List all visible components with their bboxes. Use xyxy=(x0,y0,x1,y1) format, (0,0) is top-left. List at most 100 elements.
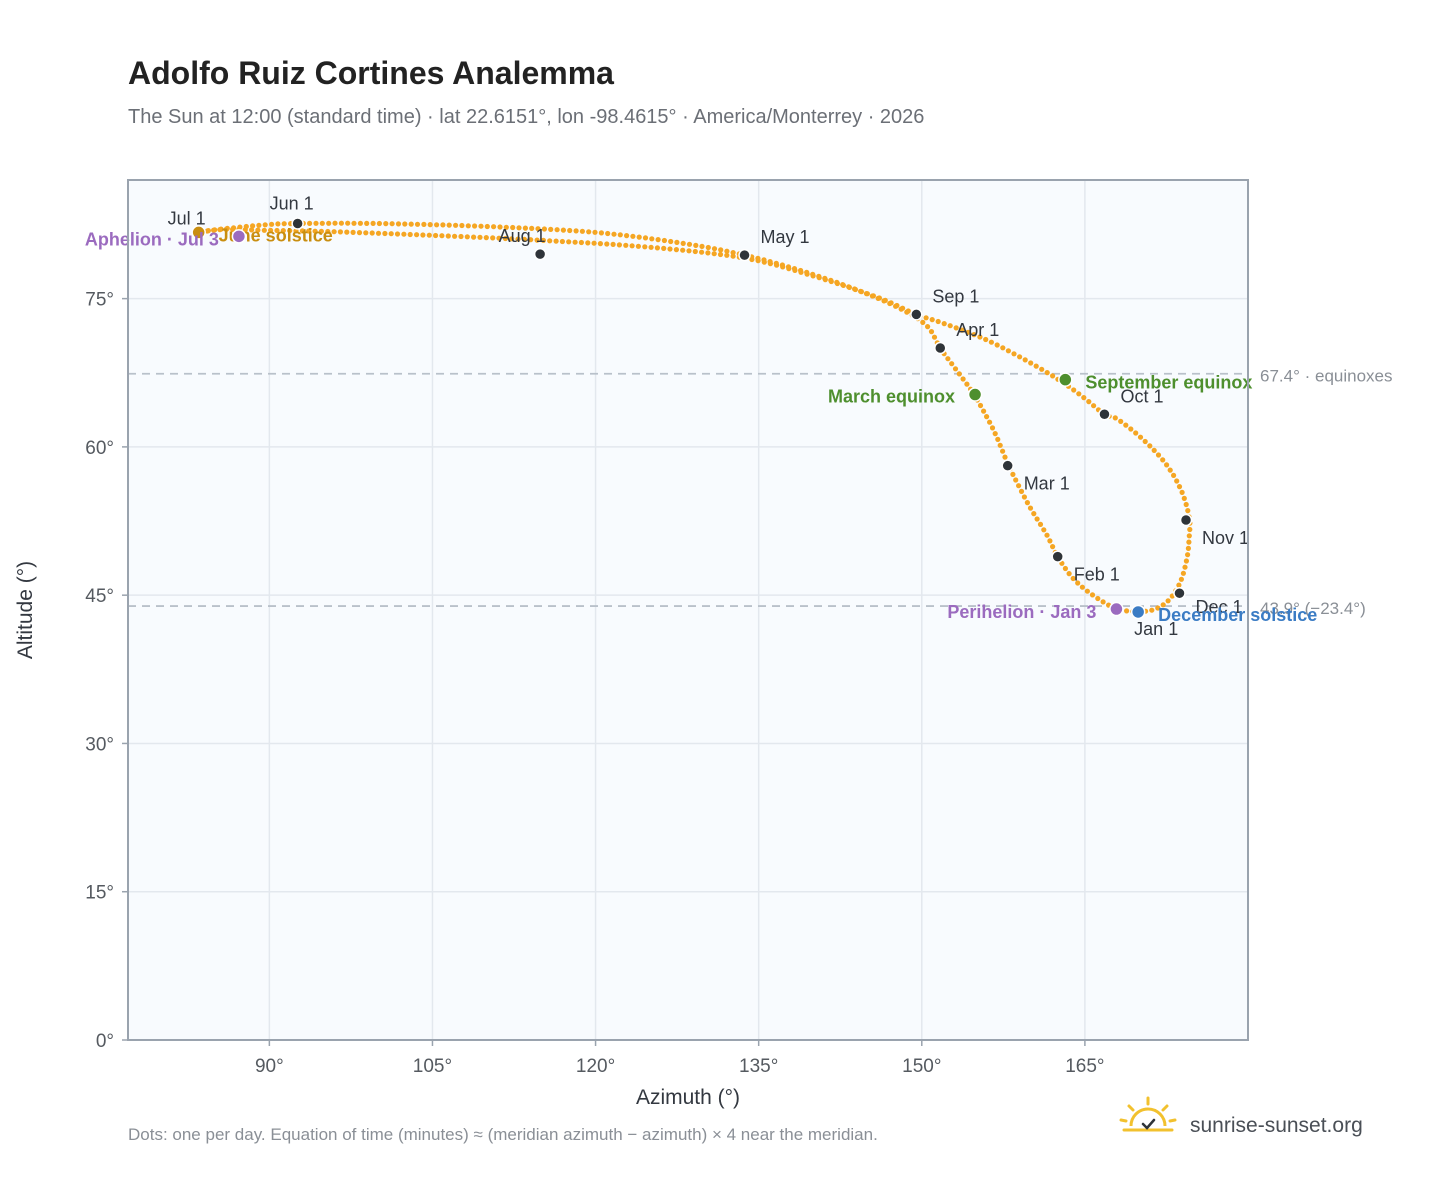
month-dot xyxy=(934,341,947,355)
daily-dot xyxy=(1160,457,1166,463)
month-label: Mar 1 xyxy=(1024,474,1070,494)
daily-dot xyxy=(945,356,951,362)
month-dot xyxy=(1173,586,1186,600)
chart-subtitle: The Sun at 12:00 (standard time) · lat 2… xyxy=(128,106,924,128)
event-perihelion-jan-3: Perihelion · Jan 3 xyxy=(947,601,1124,622)
daily-dot xyxy=(810,271,816,277)
x-axis-label: Azimuth (°) xyxy=(636,1086,740,1109)
daily-dot xyxy=(674,239,680,245)
daily-dot xyxy=(1017,354,1023,360)
daily-dot xyxy=(1076,391,1082,397)
daily-dot xyxy=(611,231,617,237)
daily-dot xyxy=(1128,426,1134,432)
daily-dot xyxy=(686,241,693,247)
daily-dot xyxy=(307,220,313,226)
daily-dot xyxy=(773,260,779,266)
daily-dot xyxy=(953,325,959,331)
daily-dot xyxy=(586,229,592,235)
daily-dot xyxy=(931,334,938,340)
daily-dot xyxy=(952,366,959,372)
daily-dot xyxy=(1037,521,1044,528)
month-label: May 1 xyxy=(761,227,810,247)
daily-dot xyxy=(540,237,547,243)
daily-dot xyxy=(369,230,375,236)
daily-dot xyxy=(364,220,370,226)
daily-dot xyxy=(964,381,970,387)
daily-dot xyxy=(1081,395,1087,401)
daily-dot xyxy=(846,284,852,290)
month-marker-sep-1: Sep 1 xyxy=(910,286,979,321)
daily-dot xyxy=(306,228,312,234)
daily-dot xyxy=(345,220,351,226)
month-marker-oct-1: Oct 1 xyxy=(1098,386,1163,421)
daily-dot xyxy=(496,235,502,241)
event-dot xyxy=(191,225,206,240)
daily-dot xyxy=(337,229,343,235)
daily-dot xyxy=(559,238,566,245)
daily-dot xyxy=(977,402,984,409)
daily-dot xyxy=(1151,447,1157,453)
daily-dot xyxy=(923,315,929,321)
daily-dot xyxy=(332,220,338,226)
daily-dot xyxy=(988,339,995,345)
daily-dot xyxy=(1010,471,1016,477)
event-december-solstice: December solstice xyxy=(1130,604,1317,625)
daily-dot xyxy=(1185,545,1191,552)
daily-dot xyxy=(949,361,955,367)
daily-dot xyxy=(1027,505,1034,511)
daily-dot xyxy=(1167,467,1173,473)
event-label: June solstice xyxy=(219,225,333,245)
daily-dot xyxy=(299,228,305,234)
daily-dot xyxy=(1016,483,1022,489)
footnote: Dots: one per day. Equation of time (min… xyxy=(128,1125,878,1144)
y-tick-label: 60° xyxy=(85,438,114,459)
y-tick-label: 0° xyxy=(96,1031,114,1052)
daily-dot xyxy=(610,241,616,247)
daily-dot xyxy=(1034,516,1040,522)
daily-dot xyxy=(261,227,267,233)
daily-dot xyxy=(357,220,363,226)
daily-dot xyxy=(1160,602,1166,608)
reference-line-label: 67.4° · equinoxes xyxy=(1260,367,1393,386)
month-marker-jun-1: Jun 1 xyxy=(270,193,314,230)
daily-dot xyxy=(1118,418,1124,424)
daily-dot xyxy=(661,245,667,251)
daily-dot xyxy=(529,225,535,231)
daily-dot xyxy=(490,235,496,241)
daily-dot xyxy=(987,419,993,425)
month-label: Jan 1 xyxy=(1134,619,1178,639)
daily-dot xyxy=(699,249,705,255)
daily-dot xyxy=(623,242,629,248)
month-label: Feb 1 xyxy=(1074,565,1120,585)
daily-dot xyxy=(446,222,452,228)
daily-dot xyxy=(280,228,286,234)
daily-dot xyxy=(1071,387,1077,393)
daily-dot xyxy=(579,228,586,234)
daily-dot xyxy=(834,279,840,285)
daily-dot xyxy=(331,229,337,235)
daily-dot xyxy=(816,273,822,279)
daily-dot xyxy=(965,329,971,335)
daily-dot xyxy=(522,225,529,231)
daily-dot xyxy=(779,262,786,268)
grid xyxy=(128,180,1248,1041)
daily-dot xyxy=(887,300,893,307)
daily-dot xyxy=(1112,415,1118,421)
daily-dot xyxy=(680,247,686,253)
daily-dot xyxy=(605,230,611,237)
daily-dot xyxy=(269,221,275,227)
event-dot xyxy=(231,229,247,244)
month-dot xyxy=(533,247,547,261)
month-label: Dec 1 xyxy=(1195,597,1242,617)
daily-dot xyxy=(959,327,965,333)
event-label: Aphelion · Jul 3 xyxy=(85,229,219,249)
x-tick-label: 105° xyxy=(413,1056,452,1077)
daily-dot xyxy=(705,244,711,251)
daily-dot xyxy=(388,231,394,237)
event-dot xyxy=(1058,372,1073,387)
daily-dot xyxy=(243,223,249,230)
sun-icon xyxy=(1119,1096,1177,1132)
month-label: Jun 1 xyxy=(270,193,314,213)
daily-dot xyxy=(711,251,717,257)
